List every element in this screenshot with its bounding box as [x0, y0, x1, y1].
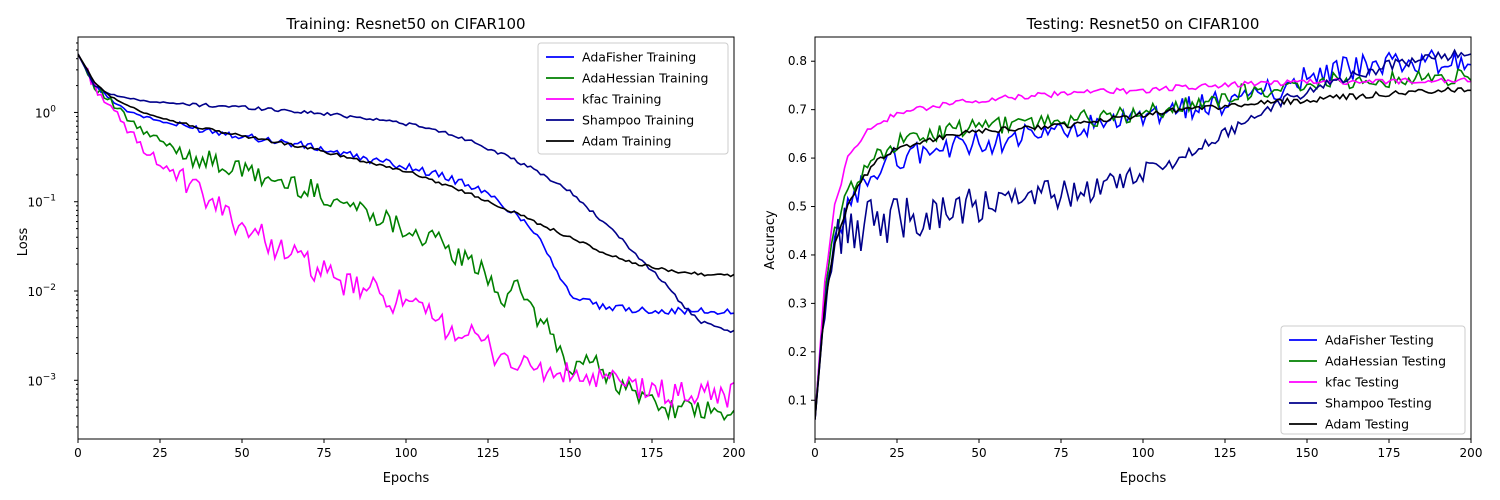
y-tick-label: 0.1 [788, 393, 807, 407]
series-line-shampoo-training [78, 53, 734, 334]
legend-label: AdaFisher Testing [1325, 333, 1434, 348]
y-tick-label: 0.8 [788, 54, 807, 68]
x-tick-label: 100 [1132, 446, 1155, 460]
y-tick-label: 0.2 [788, 345, 807, 359]
y-tick-label: 10−1 [27, 194, 56, 210]
y-tick-label: 100 [35, 104, 56, 120]
legend-label: Adam Training [582, 134, 671, 149]
legend: AdaFisher Testing AdaHessian Testing kfac … [1280, 325, 1466, 435]
testing-plot-area: 0 25 50 75 100 125 150 175 200 0.1 0.2 0.3 0.4 0.5 0.6… [788, 36, 1483, 460]
legend-label: AdaHessian Testing [1325, 354, 1446, 369]
x-tick-label: 75 [1053, 446, 1068, 460]
x-tick-label: 150 [1296, 446, 1319, 460]
testing-title: Testing: Resnet50 on CIFAR100 [1026, 15, 1260, 33]
training-ylabel: Loss [16, 228, 31, 257]
legend-label: AdaHessian Training [582, 71, 708, 86]
x-tick-label: 25 [152, 446, 167, 460]
x-tick-label: 0 [74, 446, 82, 460]
x-tick-label: 150 [559, 446, 582, 460]
x-tick-label: 200 [723, 446, 746, 460]
training-plot-area: 0 25 50 75 100 125 150 175 200 10−3 10−2 10−1 100 Ada… [27, 36, 746, 460]
series-line-adam-training [78, 53, 734, 278]
legend-box [1280, 325, 1466, 435]
training-title: Training: Resnet50 on CIFAR100 [285, 15, 525, 33]
series-line-adam-testing [815, 86, 1471, 420]
series-line-kfac-testing [815, 77, 1471, 420]
x-tick-label: 0 [811, 446, 819, 460]
x-tick-label: 25 [889, 446, 904, 460]
x-tick-label: 175 [641, 446, 664, 460]
training-chart: Training: Resnet50 on CIFAR100 0 25 50 75 10… [16, 15, 745, 486]
series-line-shampoo-testing [815, 48, 1471, 420]
x-tick-label: 125 [477, 446, 500, 460]
legend-label: kfac Testing [1325, 375, 1399, 390]
training-xlabel: Epochs [383, 471, 430, 486]
y-tick-label: 0.6 [788, 151, 807, 165]
y-tick-label: 0.5 [788, 200, 807, 214]
legend-box [537, 42, 729, 155]
testing-ylabel: Accuracy [763, 210, 778, 270]
series-line-kfac-training [78, 53, 734, 409]
series-group [815, 48, 1471, 420]
series-line-adafisher-training [78, 53, 734, 316]
x-tick-label: 125 [1214, 446, 1237, 460]
legend-label: Shampoo Training [582, 113, 694, 128]
y-tick-label: 0.3 [788, 296, 807, 310]
series-line-adahessian-testing [815, 68, 1471, 415]
testing-xlabel: Epochs [1120, 471, 1167, 486]
testing-chart: Testing: Resnet50 on CIFAR100 0 25 50 75 100… [763, 15, 1482, 486]
y-tick-label: 10−3 [27, 372, 56, 388]
x-tick-label: 75 [316, 446, 331, 460]
x-tick-label: 200 [1460, 446, 1483, 460]
series-group [78, 53, 734, 422]
x-tick-label: 50 [234, 446, 249, 460]
y-tick-label: 0.4 [788, 248, 807, 262]
legend-label: kfac Training [582, 92, 661, 107]
legend-label: Shampoo Testing [1325, 396, 1432, 411]
x-tick-label: 100 [395, 446, 418, 460]
y-tick-label: 10−2 [27, 283, 56, 299]
y-tick-label: 0.7 [788, 103, 807, 117]
x-tick-label: 50 [971, 446, 986, 460]
x-tick-label: 175 [1378, 446, 1401, 460]
legend-label: AdaFisher Training [582, 50, 696, 65]
legend: AdaFisher Training AdaHessian Training kfa… [537, 42, 729, 155]
series-line-adafisher-testing [815, 48, 1471, 420]
legend-label: Adam Testing [1325, 417, 1409, 432]
